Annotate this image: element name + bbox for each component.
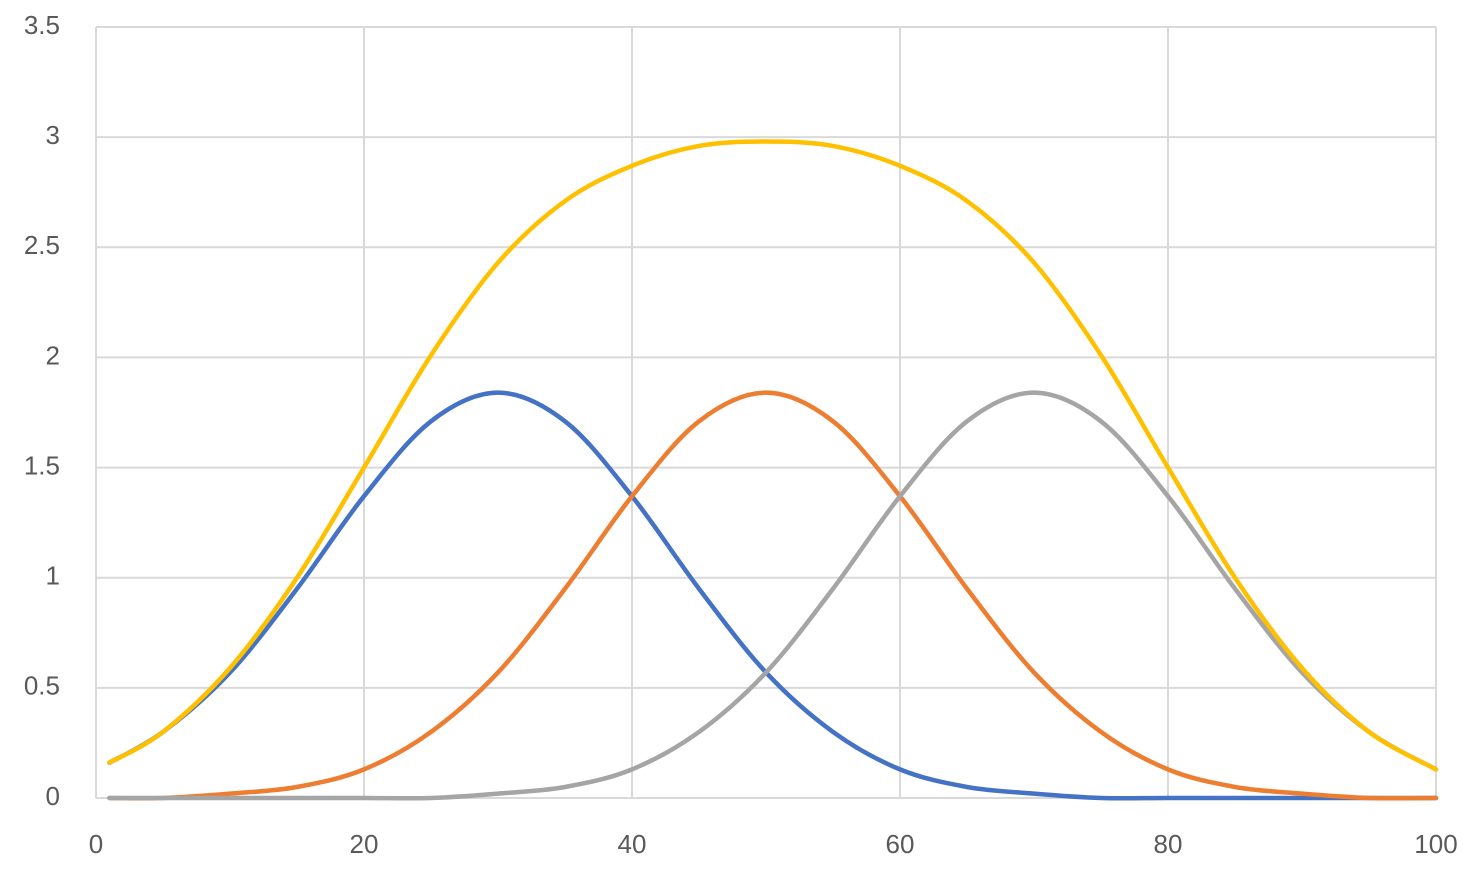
x-tick-label: 60 <box>886 829 915 859</box>
y-tick-label: 2 <box>46 340 60 370</box>
y-tick-label: 0.5 <box>24 671 60 701</box>
y-tick-label: 1.5 <box>24 450 60 480</box>
line-series <box>107 139 1439 772</box>
line-series <box>107 390 1439 801</box>
x-tick-label: 20 <box>350 829 379 859</box>
line-series <box>107 390 1439 801</box>
x-tick-label: 80 <box>1154 829 1183 859</box>
y-tick-label: 3.5 <box>24 10 60 40</box>
y-tick-label: 1 <box>46 561 60 591</box>
y-tick-label: 2.5 <box>24 230 60 260</box>
y-tick-label: 3 <box>46 120 60 150</box>
x-tick-label: 0 <box>89 829 103 859</box>
line-series <box>107 390 1439 801</box>
x-tick-label: 40 <box>618 829 647 859</box>
x-tick-label: 100 <box>1414 829 1457 859</box>
y-tick-label: 0 <box>46 781 60 811</box>
